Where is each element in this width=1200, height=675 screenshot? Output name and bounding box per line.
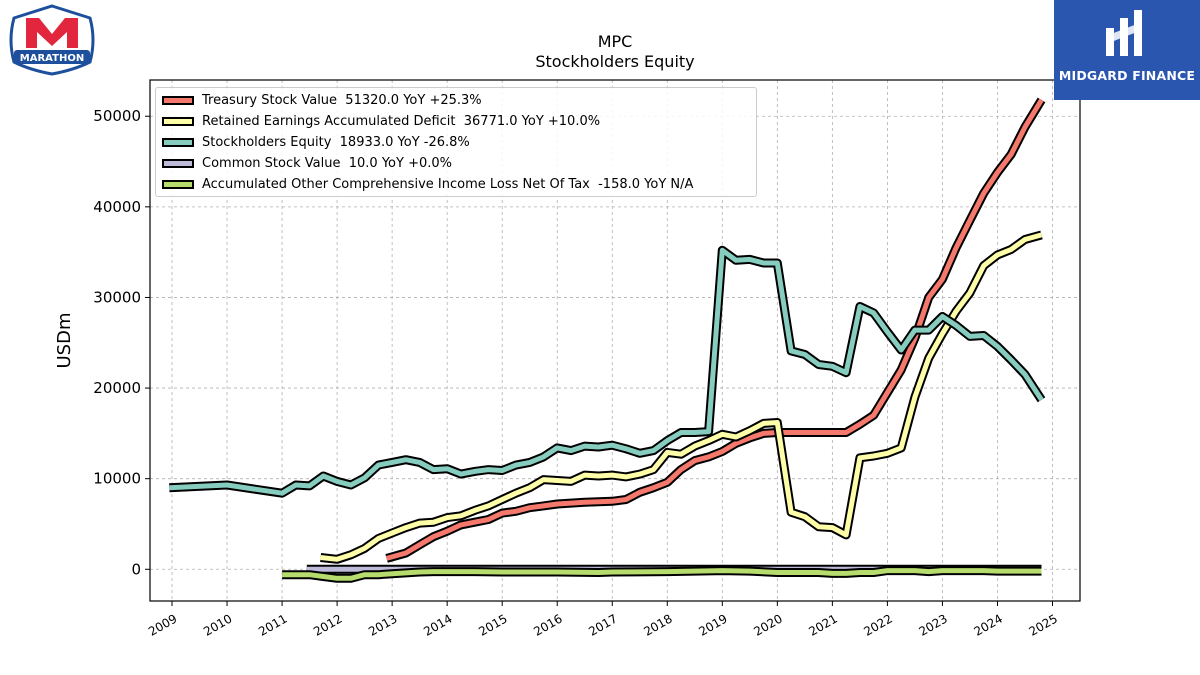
legend-label-aoci: Accumulated Other Comprehensive Income L… xyxy=(202,176,694,192)
x-tick-label: 2014 xyxy=(421,611,454,638)
legend-item-retained: Retained Earnings Accumulated Deficit 36… xyxy=(162,111,600,131)
marathon-logo-text: MARATHON xyxy=(20,53,84,64)
marathon-logo: MARATHON xyxy=(4,4,100,76)
legend: Treasury Stock Value 51320.0 YoY +25.3% … xyxy=(155,87,757,197)
x-tick-label: 2017 xyxy=(586,611,619,638)
x-tick-label: 2013 xyxy=(366,611,399,638)
y-tick-label: 0 xyxy=(131,560,141,578)
axes xyxy=(149,79,1081,602)
x-tick-label: 2010 xyxy=(201,611,234,638)
x-tick-label: 2022 xyxy=(861,611,894,638)
x-tick-label: 2021 xyxy=(806,611,839,638)
x-tick-label: 2025 xyxy=(1027,611,1060,638)
series-line-aoci xyxy=(282,568,1042,581)
y-axis-ticks: 0 10000 20000 30000 40000 50000 USDm xyxy=(54,107,150,578)
legend-swatch-equity xyxy=(162,137,194,147)
legend-swatch-aoci xyxy=(162,179,194,189)
series-line-equity xyxy=(169,247,1044,496)
legend-item-aoci: Accumulated Other Comprehensive Income L… xyxy=(162,174,693,194)
legend-label-common: Common Stock Value 10.0 YoY +0.0% xyxy=(202,155,452,171)
x-tick-label: 2009 xyxy=(146,611,179,638)
y-tick-label: 50000 xyxy=(93,107,141,125)
x-tick-label: 2015 xyxy=(476,611,509,638)
x-tick-label: 2019 xyxy=(696,611,729,638)
series-equity xyxy=(169,245,1046,498)
series-treasury xyxy=(385,97,1046,563)
legend-item-treasury: Treasury Stock Value 51320.0 YoY +25.3% xyxy=(162,90,482,110)
x-tick-label: 2011 xyxy=(256,611,289,638)
y-tick-label: 30000 xyxy=(93,288,141,306)
y-tick-label: 40000 xyxy=(93,198,141,216)
legend-label-retained: Retained Earnings Accumulated Deficit 36… xyxy=(202,113,601,129)
axes-frame xyxy=(149,79,1081,602)
midgard-finance-text: MIDGARD FINANCE xyxy=(1058,68,1196,83)
x-tick-label: 2018 xyxy=(641,611,674,638)
midgard-finance-logo: MIDGARD FINANCE xyxy=(1054,0,1200,100)
series-aoci xyxy=(282,566,1042,583)
legend-swatch-treasury xyxy=(162,95,194,105)
series-lines xyxy=(169,97,1046,583)
x-tick-label: 2024 xyxy=(972,611,1005,638)
legend-label-equity: Stockholders Equity 18933.0 YoY -26.8% xyxy=(202,134,470,150)
x-tick-label: 2020 xyxy=(751,611,784,638)
y-tick-label: 20000 xyxy=(93,379,141,397)
y-tick-label: 10000 xyxy=(93,470,141,488)
legend-swatch-retained xyxy=(162,116,194,126)
legend-item-equity: Stockholders Equity 18933.0 YoY -26.8% xyxy=(162,132,470,152)
series-line-treasury xyxy=(385,98,1044,561)
legend-label-treasury: Treasury Stock Value 51320.0 YoY +25.3% xyxy=(202,92,482,108)
x-tick-label: 2012 xyxy=(311,611,344,638)
x-tick-label: 2023 xyxy=(916,611,949,638)
midgard-emblem-icon xyxy=(1106,10,1142,56)
series-line-retained xyxy=(320,232,1043,562)
x-tick-label: 2016 xyxy=(531,611,564,638)
legend-item-common: Common Stock Value 10.0 YoY +0.0% xyxy=(162,153,452,173)
x-axis-ticks: 2009 2010 2011 2012 2013 2014 2015 2016 2017 2018… xyxy=(146,601,1060,639)
chart-subtitle: Stockholders Equity xyxy=(535,52,695,71)
legend-swatch-common xyxy=(162,158,194,168)
series-retained xyxy=(320,230,1043,564)
chart-title: MPC xyxy=(597,32,633,51)
y-axis-label: USDm xyxy=(54,313,75,369)
